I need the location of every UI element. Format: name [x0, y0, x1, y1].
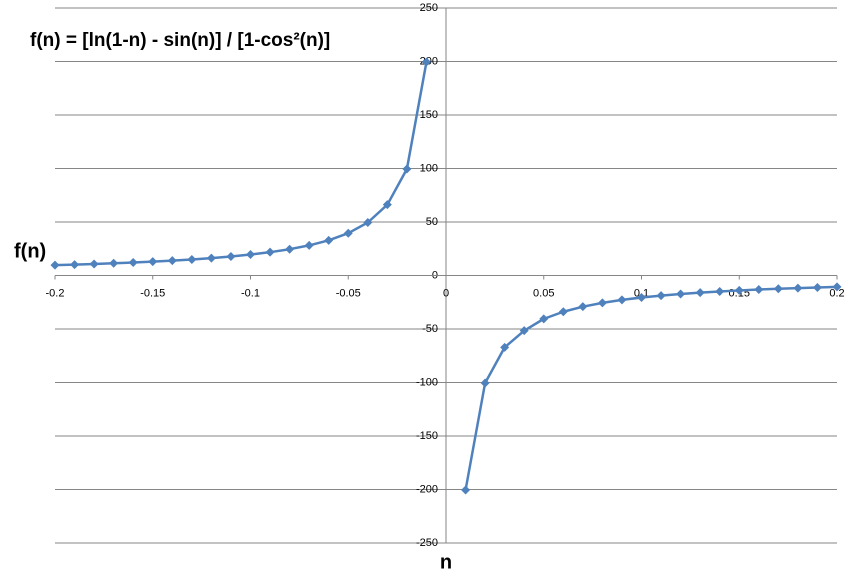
y-tick-label: 150 — [420, 109, 438, 121]
data-point — [519, 326, 529, 336]
data-point — [304, 240, 314, 250]
data-point — [265, 247, 275, 257]
data-point — [558, 307, 568, 317]
data-point — [109, 258, 119, 268]
data-point — [382, 200, 392, 210]
chart-title: f(n) = [ln(1-n) - sin(n)] / [1-cos²(n)] — [30, 30, 330, 51]
y-tick-label: -200 — [416, 483, 438, 495]
data-point — [617, 295, 627, 305]
data-point — [695, 288, 705, 298]
data-point — [597, 298, 607, 308]
data-point — [187, 254, 197, 264]
y-tick-label: -150 — [416, 430, 438, 442]
y-tick-label: 100 — [420, 162, 438, 174]
y-axis-title: f(n) — [14, 240, 46, 262]
data-point — [578, 302, 588, 312]
data-point — [89, 259, 99, 269]
data-point — [402, 164, 412, 174]
x-tick-label: -0.1 — [241, 287, 260, 299]
data-point — [206, 253, 216, 263]
data-point — [500, 342, 510, 352]
data-point — [656, 291, 666, 301]
x-tick-label: 0.05 — [533, 287, 554, 299]
x-tick-label: -0.2 — [46, 287, 65, 299]
y-tick-label: -100 — [416, 376, 438, 388]
data-point — [715, 286, 725, 296]
data-point — [148, 257, 158, 267]
data-point — [167, 256, 177, 266]
data-point — [324, 235, 334, 245]
x-axis-title: n — [440, 551, 452, 573]
y-tick-label: -250 — [416, 537, 438, 549]
data-point — [70, 260, 80, 270]
x-tick-label: 0 — [443, 287, 449, 299]
data-point — [285, 244, 295, 254]
data-point — [421, 57, 431, 67]
x-tick-label: 0.2 — [829, 287, 844, 299]
data-point — [793, 283, 803, 293]
data-point — [832, 282, 842, 292]
data-point — [812, 282, 822, 292]
data-point — [734, 285, 744, 295]
data-point — [128, 258, 138, 268]
y-tick-label: -50 — [422, 323, 438, 335]
x-tick-label: -0.15 — [140, 287, 165, 299]
y-tick-label: 50 — [426, 216, 438, 228]
data-point — [50, 260, 60, 270]
data-point — [461, 485, 471, 495]
data-point — [676, 289, 686, 299]
data-point — [754, 285, 764, 295]
data-point — [343, 228, 353, 238]
data-point — [539, 314, 549, 324]
data-point — [637, 293, 646, 303]
data-point — [480, 378, 490, 388]
data-point — [226, 251, 236, 261]
data-point — [363, 218, 373, 228]
data-point — [773, 284, 783, 294]
data-point — [246, 250, 255, 260]
x-tick-label: -0.05 — [336, 287, 361, 299]
y-tick-label: 250 — [420, 2, 438, 14]
